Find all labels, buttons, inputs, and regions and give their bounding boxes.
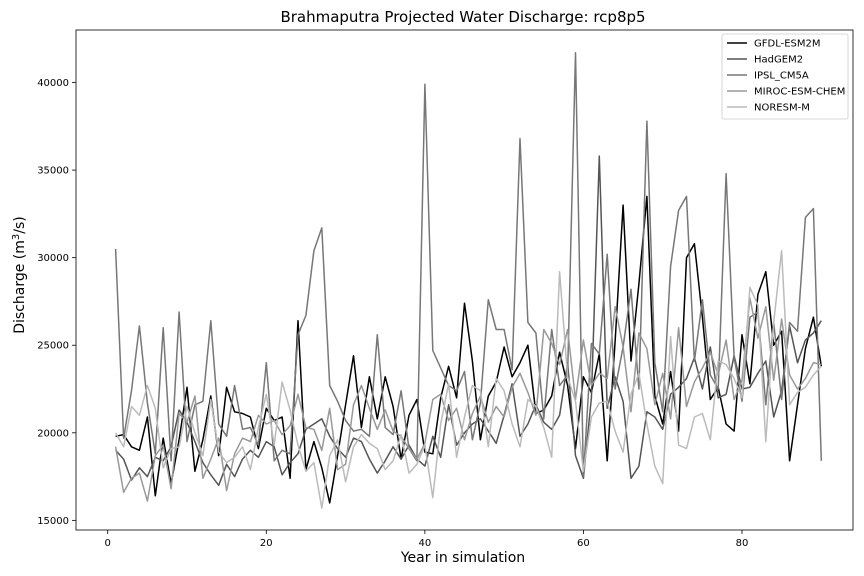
y-tick-label: 20000 [37, 428, 69, 439]
x-axis-title: Year in simulation [400, 550, 525, 566]
series-line-3 [114, 52, 823, 478]
series-line-5 [114, 249, 822, 509]
y-tick-label: 25000 [37, 341, 69, 352]
legend-label-1: GFDL-ESM2M [754, 39, 821, 50]
x-tick-label: 80 [736, 538, 749, 549]
y-tick-label: 30000 [37, 253, 69, 264]
x-tick-label: 60 [577, 538, 590, 549]
legend-label-2: HadGEM2 [754, 55, 803, 66]
series-line-1 [115, 195, 823, 504]
y-tick-label: 40000 [37, 78, 69, 89]
x-tick-label: 0 [105, 538, 111, 549]
legend-box [721, 33, 849, 120]
y-axis-title-tail: /s) [12, 216, 28, 233]
legend-label-4: MIROC-ESM-CHEM [754, 87, 845, 98]
y-axis-title-sup: 3 [11, 234, 22, 240]
y-tick-label: 15000 [37, 516, 69, 527]
y-axis-title: Discharge (m3/s) [11, 216, 28, 334]
legend-label-3: IPSL_CM5A [754, 71, 809, 82]
x-tick-label: 40 [418, 538, 431, 549]
y-tick-label: 35000 [37, 166, 69, 177]
series-line-4 [114, 297, 822, 502]
plot-frame [75, 29, 854, 531]
x-tick-label: 20 [260, 538, 273, 549]
legend-label-5: NORESM-M [754, 103, 810, 114]
chart-title: Brahmaputra Projected Water Discharge: r… [280, 8, 645, 26]
plot-area: 0 20 40 60 80 15000 20000 25000 30000 35000 40000 G… [37, 29, 854, 549]
y-axis-title-main: Discharge (m [12, 240, 28, 334]
